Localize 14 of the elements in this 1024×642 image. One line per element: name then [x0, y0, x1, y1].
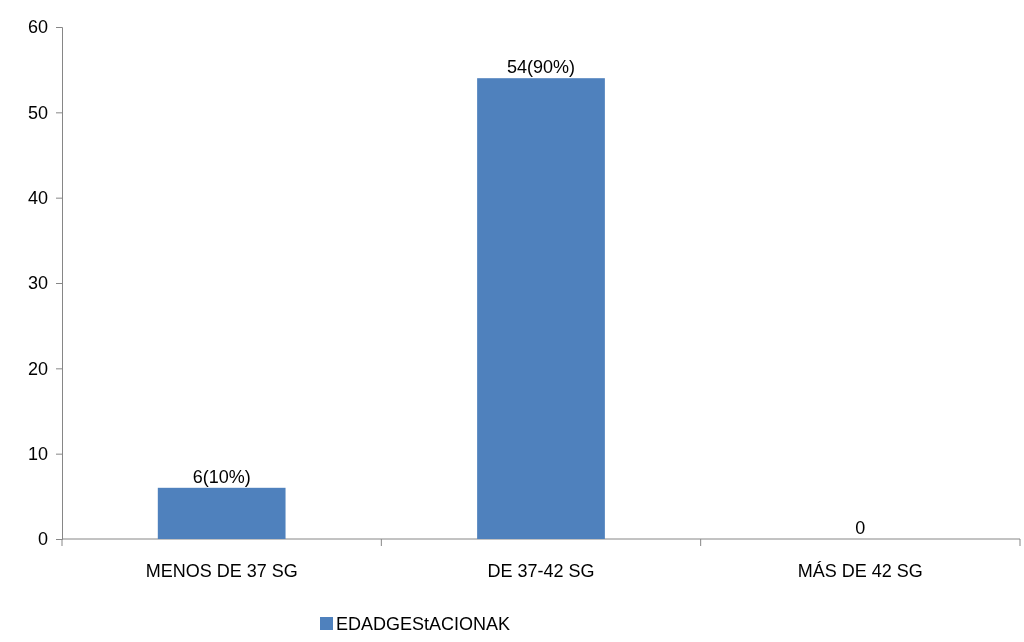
x-tick-label: MÁS DE 42 SG: [797, 561, 923, 581]
data-label: 6(10%): [192, 466, 251, 487]
y-tick-label: 20: [27, 358, 48, 379]
data-label: 0: [855, 518, 866, 538]
y-tick-label: 10: [27, 443, 48, 464]
y-tick-label: 60: [27, 17, 48, 38]
y-tick-label: 50: [27, 102, 48, 123]
x-tick-label: MENOS DE 37 SG: [145, 561, 298, 581]
y-tick-label: 0: [37, 529, 48, 550]
y-tick-label: 30: [27, 273, 48, 294]
y-tick-label: 40: [27, 187, 48, 208]
x-tick-label: DE 37-42 SG: [487, 561, 595, 581]
data-label: 54(90%): [506, 57, 576, 78]
legend-label: EDADGEStACIONAK: [336, 614, 511, 634]
